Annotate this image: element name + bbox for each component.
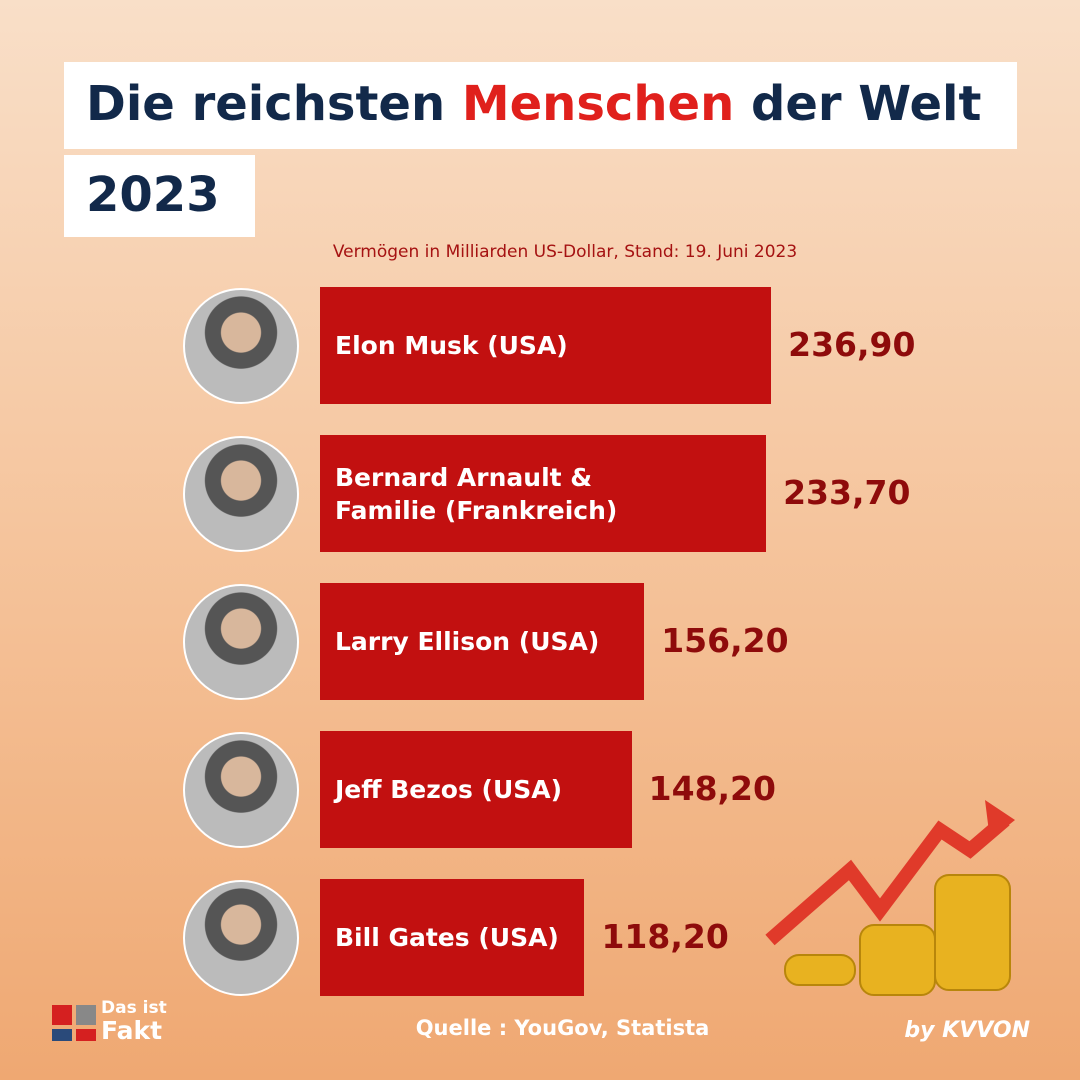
logo-icon [52, 995, 96, 1043]
bar [320, 583, 645, 700]
year-box: 2023 [64, 155, 255, 237]
year: 2023 [86, 167, 220, 223]
bar [320, 435, 767, 552]
coins-decoration [765, 800, 1015, 996]
category-label: Larry Ellison (USA) [335, 627, 600, 656]
subtitle: Vermögen in Milliarden US-Dollar, Stand:… [332, 242, 798, 262]
value-label: 118,20 [601, 917, 729, 956]
category-label: Jeff Bezos (USA) [335, 775, 563, 804]
credit: by KVVON [904, 1018, 1030, 1043]
portrait [183, 288, 299, 404]
source: Quelle : YouGov, Statista [415, 1016, 710, 1040]
value-label: 148,20 [648, 769, 776, 808]
value-label: 156,20 [661, 621, 789, 660]
logo-text: Das ist [101, 998, 167, 1018]
portrait [183, 436, 299, 552]
bar [320, 731, 632, 848]
category-label: Bill Gates (USA) [335, 923, 559, 952]
value-label: 233,70 [783, 473, 911, 512]
portrait [183, 584, 299, 700]
title-box: Die reichsten Menschen der Welt [64, 62, 1017, 149]
portrait [183, 880, 299, 996]
title: Die reichsten Menschen der Welt [86, 76, 981, 132]
title-part: der Welt [750, 76, 982, 132]
bar [320, 879, 585, 996]
value-label: 236,90 [788, 325, 916, 364]
category-label: Bernard Arnault & Familie (Frankreich) [335, 462, 618, 525]
portrait [183, 732, 299, 848]
title-highlight: Menschen [461, 76, 735, 132]
bar [320, 287, 772, 404]
logo-text: Fakt [101, 1016, 163, 1045]
arrow-head [985, 800, 1015, 840]
category-label: Elon Musk (USA) [335, 331, 568, 360]
coins [784, 874, 1011, 996]
title-part: Die reichsten [86, 76, 446, 132]
arrow [765, 814, 1010, 946]
